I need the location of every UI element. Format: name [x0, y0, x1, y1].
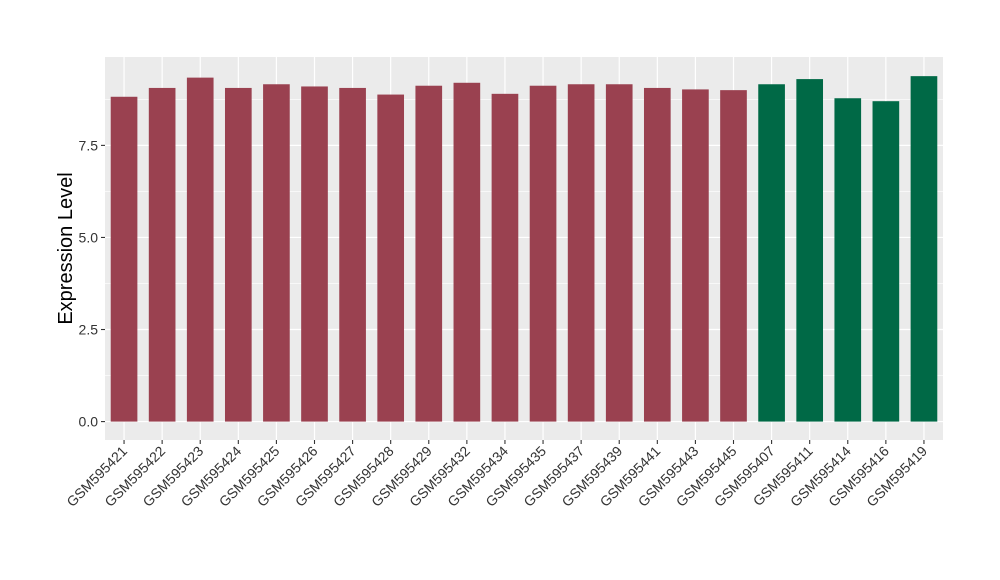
- bar-GSM595434: [491, 93, 519, 422]
- bar-GSM595428: [377, 94, 405, 422]
- bar-GSM595422: [148, 87, 176, 422]
- x-axis: GSM595421GSM595422GSM595423GSM595424GSM5…: [63, 440, 930, 510]
- y-tick-label: 5.0: [79, 229, 99, 245]
- y-axis: 0.0 2.5 5.0 7.5: [79, 137, 105, 430]
- bar-GSM595425: [263, 84, 290, 422]
- bar-GSM595437: [567, 84, 595, 422]
- bar-GSM595441: [643, 87, 671, 422]
- bar-GSM595411: [796, 79, 824, 422]
- y-tick-label: 0.0: [79, 414, 99, 430]
- y-tick-label: 2.5: [79, 322, 99, 338]
- bars: [110, 76, 938, 422]
- bar-GSM595407: [758, 84, 785, 422]
- bar-GSM595427: [339, 87, 366, 422]
- y-axis-title: Expression Level: [55, 172, 77, 324]
- bar-GSM595443: [682, 89, 709, 422]
- bar-GSM595414: [834, 98, 862, 422]
- y-tick-label: 7.5: [79, 137, 99, 153]
- bar-GSM595416: [872, 101, 900, 422]
- bar-GSM595419: [910, 76, 938, 422]
- bar-GSM595439: [605, 84, 633, 422]
- bar-GSM595421: [110, 96, 138, 422]
- bar-GSM595435: [529, 85, 557, 422]
- bar-GSM595423: [186, 77, 214, 422]
- bar-GSM595445: [720, 90, 747, 422]
- bar-GSM595424: [224, 87, 252, 422]
- bar-GSM595432: [453, 82, 481, 422]
- bar-GSM595426: [301, 86, 328, 422]
- bar-GSM595429: [415, 85, 443, 422]
